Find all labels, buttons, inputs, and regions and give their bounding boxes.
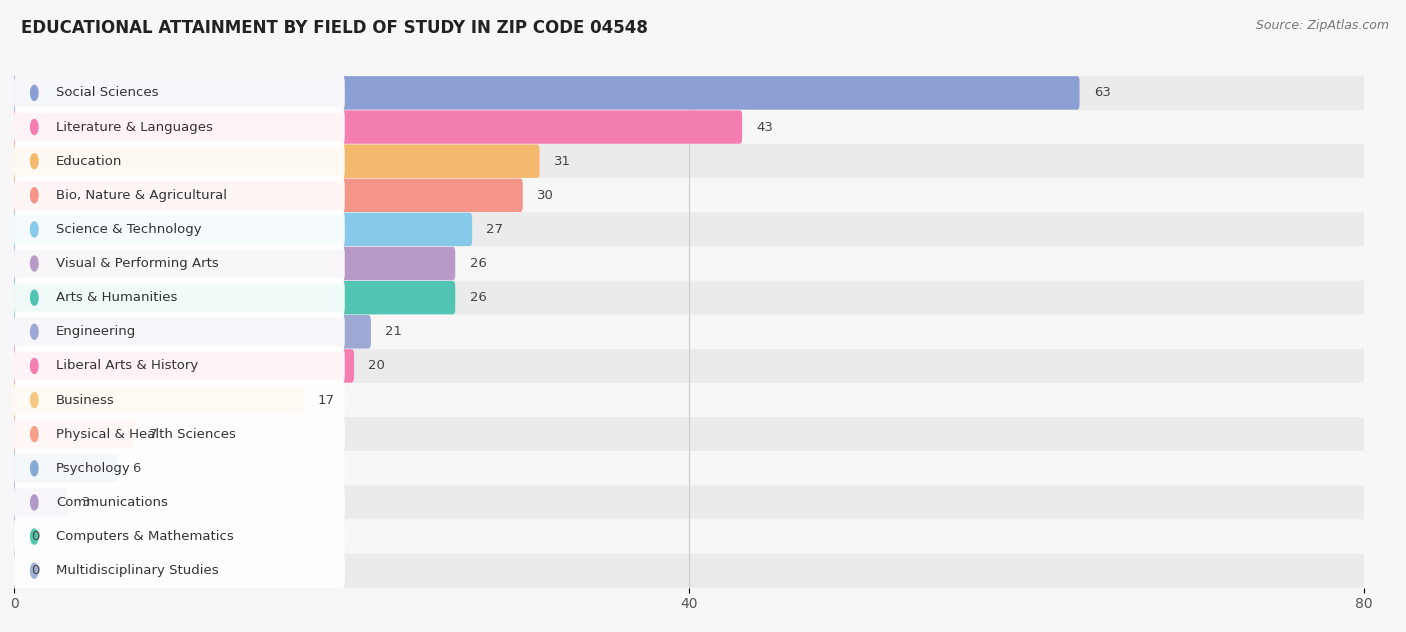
Text: Multidisciplinary Studies: Multidisciplinary Studies [56,564,219,577]
Text: Literature & Languages: Literature & Languages [56,121,214,133]
FancyBboxPatch shape [11,111,742,143]
Text: 17: 17 [318,394,335,406]
FancyBboxPatch shape [14,110,1364,144]
Text: 7: 7 [149,428,157,441]
FancyBboxPatch shape [11,179,523,212]
Circle shape [31,358,38,374]
FancyBboxPatch shape [14,550,344,591]
FancyBboxPatch shape [11,315,371,348]
FancyBboxPatch shape [14,414,344,454]
Circle shape [31,461,38,476]
FancyBboxPatch shape [14,349,1364,383]
Circle shape [31,392,38,408]
Text: Computers & Mathematics: Computers & Mathematics [56,530,233,543]
FancyBboxPatch shape [14,246,1364,281]
FancyBboxPatch shape [14,212,1364,246]
FancyBboxPatch shape [14,346,344,386]
FancyBboxPatch shape [11,145,540,178]
Text: 21: 21 [385,325,402,338]
FancyBboxPatch shape [11,452,118,485]
Circle shape [31,256,38,271]
FancyBboxPatch shape [14,281,1364,315]
FancyBboxPatch shape [14,380,344,420]
Text: Psychology: Psychology [56,462,131,475]
FancyBboxPatch shape [14,383,1364,417]
Text: Education: Education [56,155,122,167]
FancyBboxPatch shape [14,520,1364,554]
Text: EDUCATIONAL ATTAINMENT BY FIELD OF STUDY IN ZIP CODE 04548: EDUCATIONAL ATTAINMENT BY FIELD OF STUDY… [21,19,648,37]
Text: 0: 0 [31,564,39,577]
Circle shape [31,119,38,135]
FancyBboxPatch shape [11,486,67,519]
Text: 43: 43 [756,121,773,133]
FancyBboxPatch shape [14,144,1364,178]
Circle shape [31,495,38,510]
FancyBboxPatch shape [14,178,1364,212]
FancyBboxPatch shape [14,243,344,284]
FancyBboxPatch shape [14,516,344,557]
Circle shape [31,290,38,305]
FancyBboxPatch shape [14,76,1364,110]
Text: 20: 20 [368,360,385,372]
Text: 31: 31 [554,155,571,167]
FancyBboxPatch shape [11,76,1080,109]
Text: Physical & Health Sciences: Physical & Health Sciences [56,428,236,441]
Text: Engineering: Engineering [56,325,136,338]
FancyBboxPatch shape [14,485,1364,520]
FancyBboxPatch shape [14,417,1364,451]
FancyBboxPatch shape [11,247,456,280]
Text: 0: 0 [31,530,39,543]
FancyBboxPatch shape [11,418,135,451]
FancyBboxPatch shape [11,349,354,382]
FancyBboxPatch shape [14,451,1364,485]
FancyBboxPatch shape [14,107,344,147]
Circle shape [31,188,38,203]
Circle shape [31,427,38,442]
FancyBboxPatch shape [14,73,344,113]
Text: Visual & Performing Arts: Visual & Performing Arts [56,257,219,270]
FancyBboxPatch shape [11,213,472,246]
FancyBboxPatch shape [14,209,344,250]
Text: 3: 3 [82,496,90,509]
Circle shape [31,324,38,339]
Circle shape [31,563,38,578]
Text: Liberal Arts & History: Liberal Arts & History [56,360,198,372]
Text: Science & Technology: Science & Technology [56,223,202,236]
Text: 27: 27 [486,223,503,236]
FancyBboxPatch shape [14,554,1364,588]
Text: Arts & Humanities: Arts & Humanities [56,291,177,304]
Circle shape [31,85,38,100]
FancyBboxPatch shape [14,482,344,523]
Text: Business: Business [56,394,115,406]
Circle shape [31,154,38,169]
Text: Bio, Nature & Agricultural: Bio, Nature & Agricultural [56,189,228,202]
FancyBboxPatch shape [11,281,456,314]
FancyBboxPatch shape [14,448,344,489]
Text: Communications: Communications [56,496,169,509]
FancyBboxPatch shape [14,141,344,181]
FancyBboxPatch shape [14,312,344,352]
Text: Source: ZipAtlas.com: Source: ZipAtlas.com [1256,19,1389,32]
FancyBboxPatch shape [14,277,344,318]
FancyBboxPatch shape [14,315,1364,349]
Text: 26: 26 [470,291,486,304]
Text: 26: 26 [470,257,486,270]
Text: 63: 63 [1094,87,1111,99]
Circle shape [31,529,38,544]
FancyBboxPatch shape [14,175,344,216]
Circle shape [31,222,38,237]
Text: 6: 6 [132,462,141,475]
FancyBboxPatch shape [11,384,304,416]
Text: 30: 30 [537,189,554,202]
Text: Social Sciences: Social Sciences [56,87,159,99]
